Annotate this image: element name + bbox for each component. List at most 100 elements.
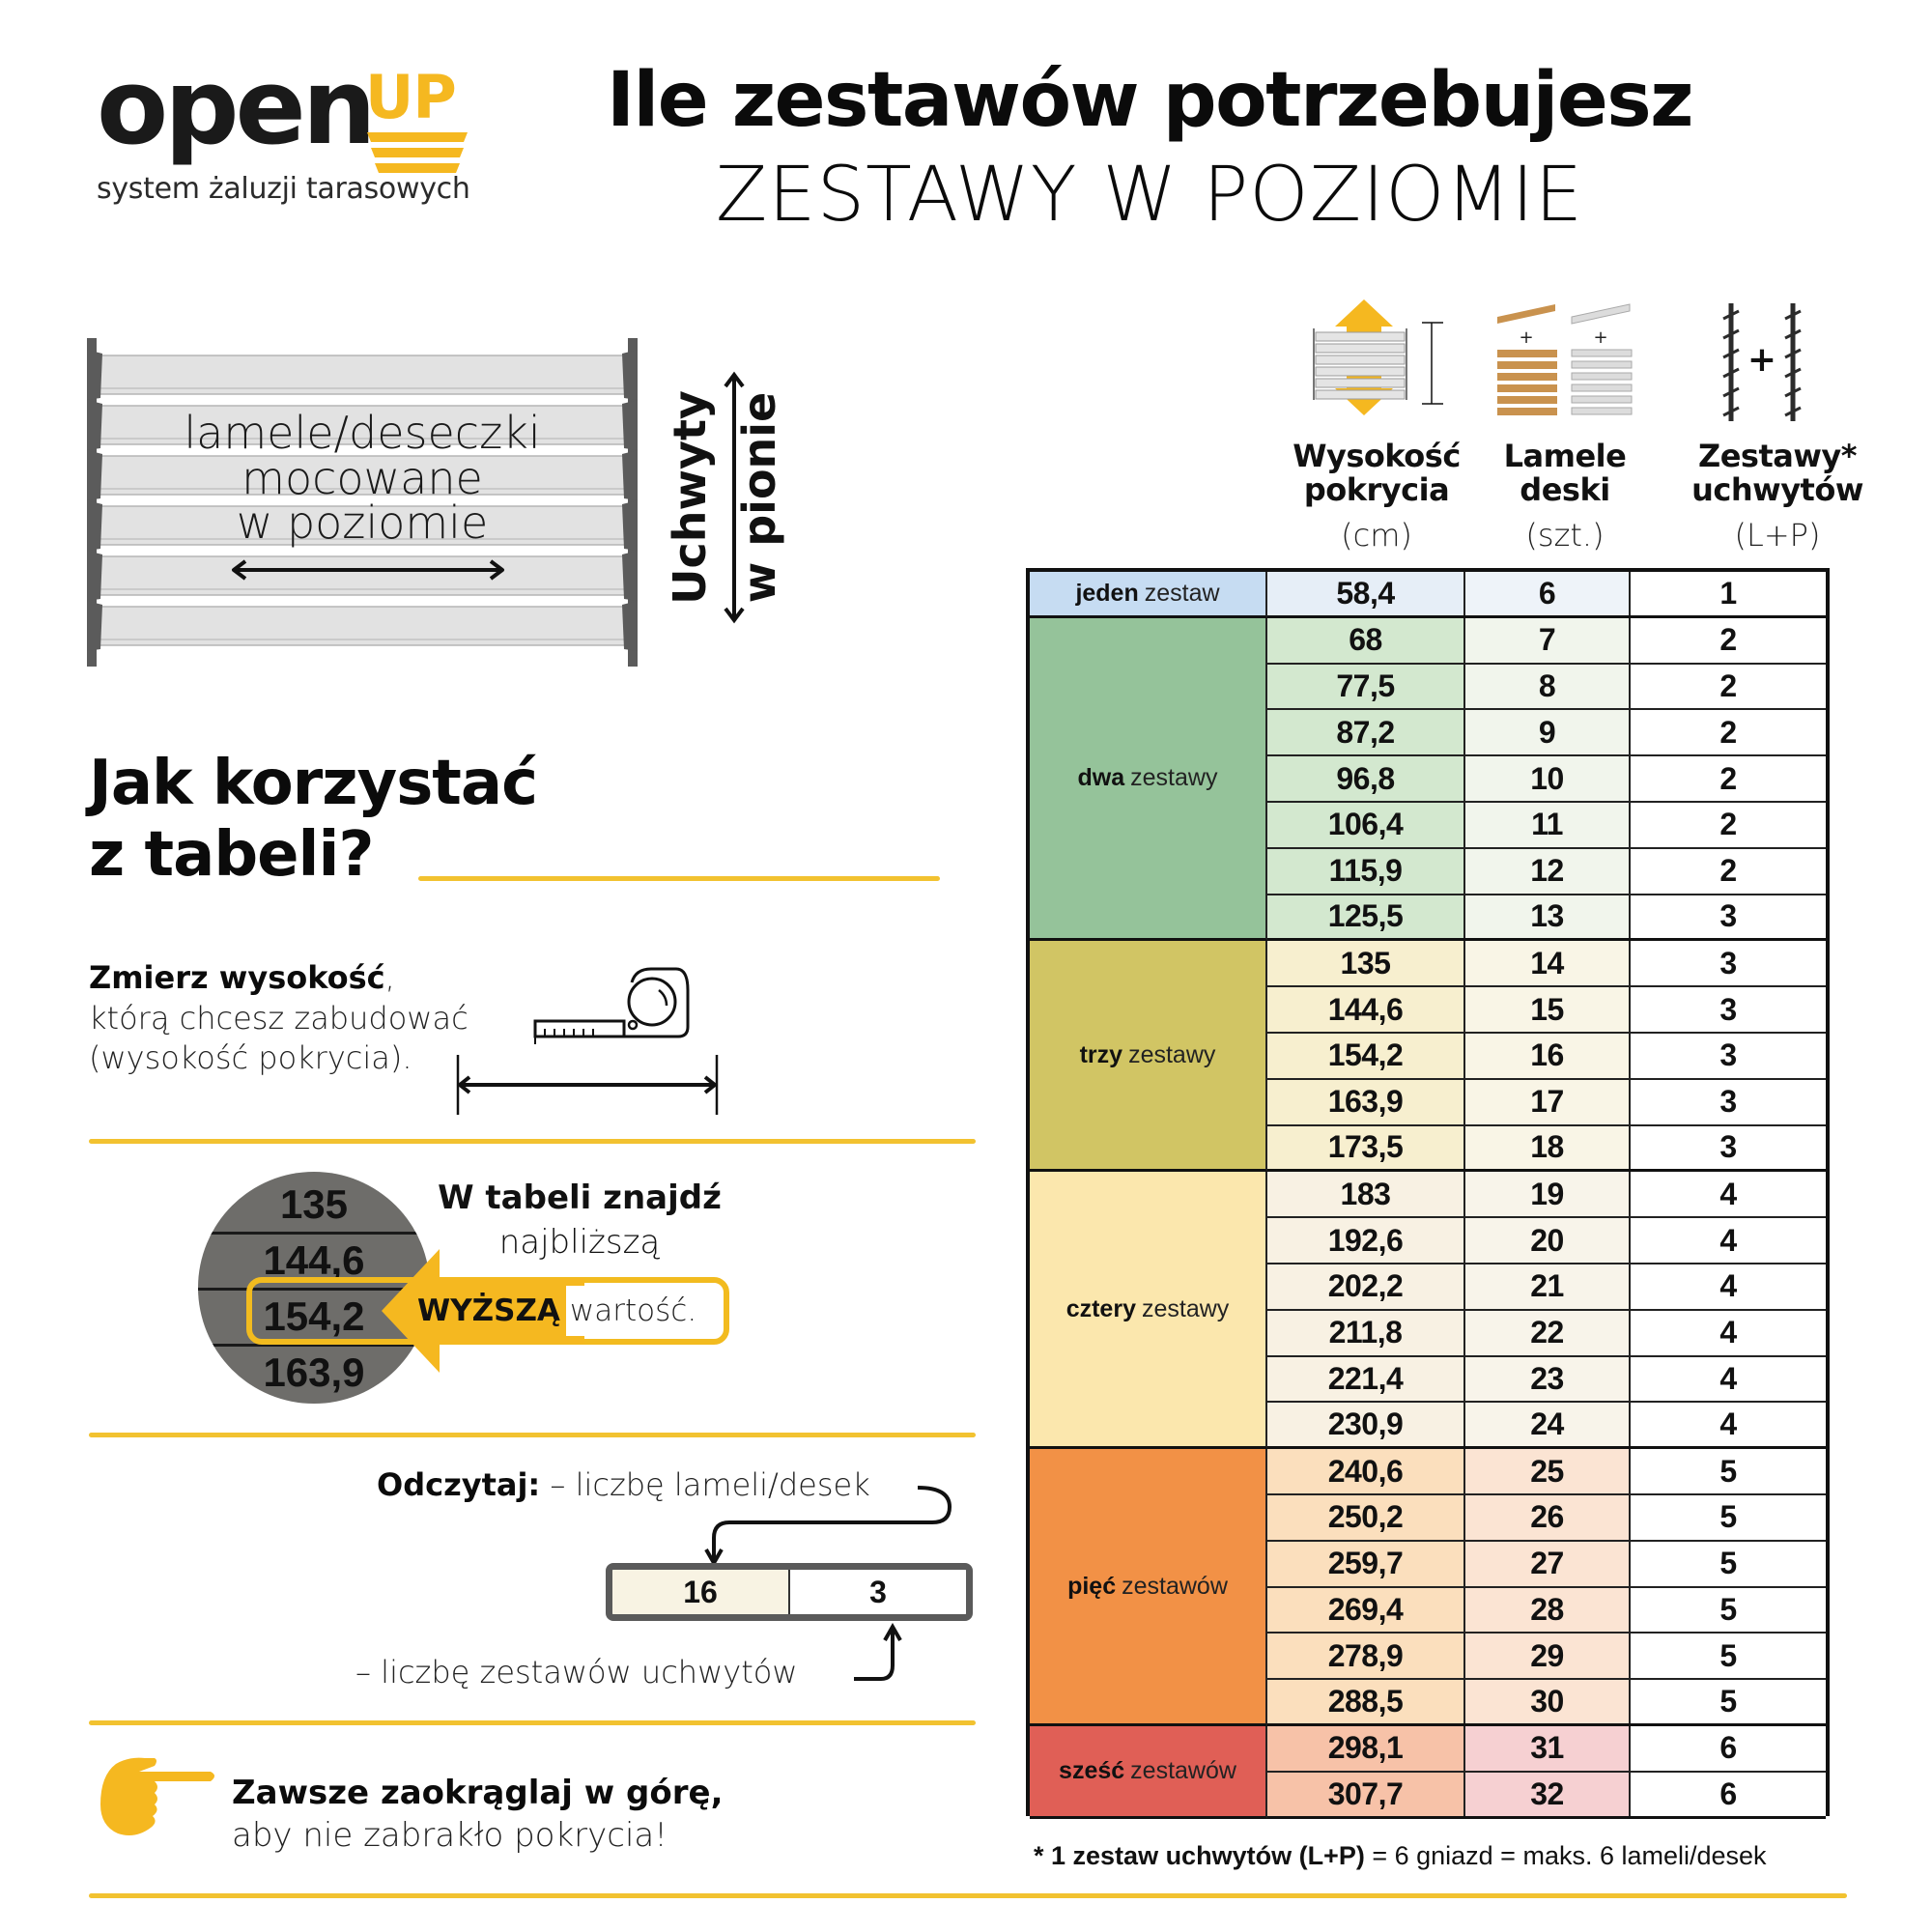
height-arrows-icon [1313,299,1443,415]
cell-height-cm: 125,5 [1267,895,1465,939]
cell-slats-count: 32 [1465,1772,1631,1816]
cell-holder-sets: 6 [1631,1772,1826,1816]
cell-height-cm: 173,5 [1267,1125,1465,1170]
cell-slats-count: 14 [1465,941,1631,986]
table-row: 106,4 11 2 [1267,803,1826,849]
svg-text:+: + [1747,340,1776,380]
table-row: 154,2 16 3 [1267,1034,1826,1080]
cell-slats-count: 27 [1465,1541,1631,1586]
cell-holder-sets: 2 [1631,664,1826,709]
group-label-dwa: dwa zestawy [1030,617,1267,942]
horizontal-slats-illustration [87,338,638,667]
curved-arrow-icon [704,1486,952,1567]
group-label-cztery: cztery zestawy [1030,1172,1267,1450]
cell-slats-count: 29 [1465,1634,1631,1679]
table-row: 77,5 8 2 [1267,664,1826,711]
group-label-pięć: pięć zestawów [1030,1449,1267,1726]
group-label-sześć: sześć zestawów [1030,1726,1267,1819]
logo-word: open [97,47,377,168]
table-row: 288,5 30 5 [1267,1680,1826,1726]
table-row: 58,4 6 1 [1267,572,1826,618]
cell-height-cm: 278,9 [1267,1634,1465,1679]
cell-height-cm: 58,4 [1267,572,1465,615]
cell-slats-count: 15 [1465,987,1631,1032]
cell-height-cm: 77,5 [1267,664,1465,709]
cell-height-cm: 230,9 [1267,1403,1465,1447]
step-read: Odczytaj: – liczbę lameli/desek [377,1466,870,1503]
cell-height-cm: 269,4 [1267,1587,1465,1633]
cell-height-cm: 68 [1267,617,1465,663]
cell-slats-count: 13 [1465,895,1631,939]
cell-slats-count: 12 [1465,848,1631,894]
table-row: 125,5 13 3 [1267,895,1826,942]
table-row: 183 19 4 [1267,1172,1826,1219]
cell-height-cm: 298,1 [1267,1726,1465,1771]
cell-height-cm: 192,6 [1267,1218,1465,1263]
cell-slats-count: 11 [1465,803,1631,847]
cell-holder-sets: 3 [1631,941,1826,986]
table-row: 211,8 22 4 [1267,1310,1826,1357]
table-row: 202,2 21 4 [1267,1264,1826,1311]
cell-slats-count: 6 [1465,572,1631,615]
table-row: 230,9 24 4 [1267,1403,1826,1450]
cell-slats-count: 30 [1465,1680,1631,1723]
sets-table: jeden zestaw 58,4 6 1 dwa zestawy 68 7 2 77,5 8 2 87,… [1026,568,1830,1819]
page-subtitle: ZESTAWY W POZIOMIE [715,152,1584,239]
table-footnote: * 1 zestaw uchwytów (L+P) = 6 gniazd = m… [1034,1841,1767,1870]
cell-height-cm: 250,2 [1267,1495,1465,1540]
cell-slats-count: 23 [1465,1356,1631,1402]
cell-holder-sets: 2 [1631,756,1826,801]
column-unit-cm: (cm) [1341,517,1412,554]
divider [89,1433,976,1437]
divider [418,876,940,881]
table-row: 250,2 26 5 [1267,1495,1826,1542]
cell-height-cm: 115,9 [1267,848,1465,894]
group-label-trzy: trzy zestawy [1030,941,1267,1173]
cell-slats-count: 31 [1465,1726,1631,1771]
table-row: 135 14 3 [1267,941,1826,988]
logo-stripes-icon [367,132,468,173]
cell-holder-sets: 5 [1631,1541,1826,1586]
bottom-divider [89,1893,1847,1898]
cell-holder-sets: 2 [1631,617,1826,663]
cell-holder-sets: 5 [1631,1495,1826,1540]
cell-height-cm: 288,5 [1267,1680,1465,1723]
circle-row-line [198,1232,430,1235]
step-find-higher: WYŻSZĄ wartość. [417,1286,703,1336]
cell-slats-count: 24 [1465,1403,1631,1447]
slats-boards-icon: + + [1497,303,1633,415]
table-row: 87,2 9 2 [1267,710,1826,757]
cell-holder-sets: 4 [1631,1218,1826,1263]
cell-height-cm: 135 [1267,941,1465,986]
cell-holder-sets: 3 [1631,1125,1826,1170]
cell-height-cm: 307,7 [1267,1772,1465,1816]
svg-text:Uchwyty: Uchwyty [667,390,716,605]
table-row: 221,4 23 4 [1267,1356,1826,1404]
step-measure: Zmierz wysokość, którą chcesz zabudować … [89,959,469,1077]
cell-height-cm: 259,7 [1267,1541,1465,1586]
cell-slats-count: 21 [1465,1264,1631,1309]
rounding-tip: Zawsze zaokrąglaj w górę, aby nie zabrak… [232,1774,724,1856]
table-row: 96,8 10 2 [1267,756,1826,803]
cell-holder-sets: 3 [1631,895,1826,939]
pointer-arrow-icon [382,1249,584,1373]
cell-holder-sets: 5 [1631,1449,1826,1493]
tape-measure-icon [533,967,690,1044]
cell-height-cm: 154,2 [1267,1034,1465,1078]
table-row: 173,5 18 3 [1267,1125,1826,1173]
cell-height-cm: 211,8 [1267,1310,1465,1355]
cell-holder-sets: 5 [1631,1587,1826,1633]
svg-text:+: + [1593,327,1607,348]
cell-holder-sets: 4 [1631,1172,1826,1217]
table-row: 192,6 20 4 [1267,1218,1826,1264]
cell-slats-count: 9 [1465,710,1631,755]
logo-accent: UP [365,62,457,132]
divider [89,1720,976,1725]
horizontal-arrow-icon [232,559,504,581]
cell-slats-count: 26 [1465,1495,1631,1540]
cell-holder-sets: 2 [1631,848,1826,894]
cell-holder-sets: 2 [1631,803,1826,847]
step-find: W tabeli znajdź najbliższą [438,1179,722,1262]
cell-holder-sets: 4 [1631,1264,1826,1309]
logo-tagline: system żaluzji tarasowych [97,172,470,206]
